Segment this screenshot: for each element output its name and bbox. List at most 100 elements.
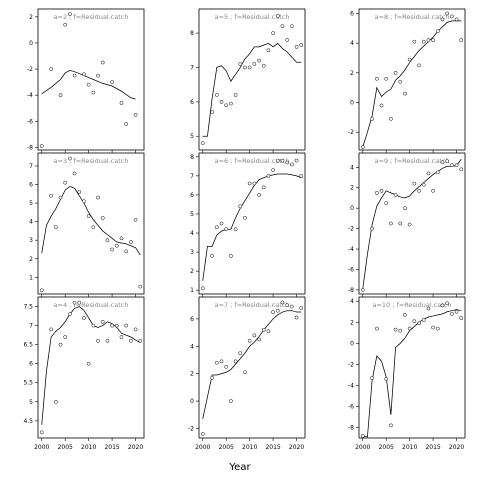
panel-3-point (119, 335, 124, 339)
panel-4-point (285, 38, 290, 42)
panel-8-point (389, 221, 393, 226)
panel-5-point (294, 158, 299, 163)
panel-9-ytick-label: 4 (350, 298, 354, 305)
panel-7-ytick-label: 2 (350, 70, 354, 77)
panel-2-frame (37, 152, 145, 295)
panel-6-point (261, 328, 266, 332)
panel-9-point (370, 376, 374, 380)
panel-9-point (360, 434, 365, 438)
panel-5-frame (198, 152, 306, 295)
panel-2-point (82, 199, 86, 204)
panel-3-point (77, 300, 82, 305)
panel-5-point (214, 225, 219, 230)
panel-2-point (138, 284, 143, 289)
panel-6-point (280, 300, 285, 305)
panel-3-point (105, 338, 110, 343)
panel-2-point (96, 195, 100, 200)
panel-7-point (412, 39, 417, 44)
panel-6-point (224, 364, 229, 369)
panel-1-point (110, 80, 114, 84)
panel-1-point (68, 12, 72, 17)
panel-9-point (407, 326, 412, 331)
panel-3-point (129, 338, 133, 343)
panel-4-point (200, 141, 205, 145)
panel-4-point (233, 93, 238, 97)
panel-2-ytick-label: 5 (29, 200, 33, 207)
panel-1-point (119, 101, 124, 105)
panel-1-ytick-label: -8 (27, 144, 33, 151)
panel-2-point (100, 216, 105, 220)
panel-5-point (229, 254, 233, 258)
panel-7-point (435, 29, 440, 34)
panel-7-point (384, 76, 389, 81)
panel-6-point (200, 432, 205, 436)
panel-5-point (275, 158, 280, 163)
panel-2-title: a=3 ; f=Residual.catch (54, 157, 129, 165)
panel-5-point (224, 227, 229, 232)
panel-3-ytick-label: 7.5 (23, 304, 33, 311)
panel-2-point (53, 225, 58, 230)
panel-1-point (86, 82, 91, 87)
panel-2-point (68, 156, 72, 161)
panel-3-point (91, 323, 96, 328)
panel-8-ytick-label: -8 (348, 287, 354, 294)
panel-2-point (49, 193, 53, 198)
panel-8-point (384, 201, 389, 205)
panel-5-point (233, 227, 238, 232)
panel-5-point (280, 158, 285, 163)
panel-1-point (100, 60, 105, 65)
panel-8-point (421, 182, 426, 187)
panel-9-point (403, 313, 407, 317)
panel-9-ytick-label: -4 (348, 382, 354, 389)
panel-4-point (214, 93, 219, 97)
panel-4-point (275, 14, 280, 18)
panel-1-point (91, 90, 96, 95)
panel-2-point (129, 240, 133, 244)
panel-4-point (229, 101, 233, 106)
panel-4-point (266, 48, 271, 53)
panel-6-xtick-label: 2005 (219, 444, 234, 451)
panel-6-xtick-label: 2015 (265, 444, 280, 451)
panel-7-title: a=8 ; f=Residual.catch (375, 13, 450, 21)
panel-1-point (49, 67, 53, 71)
panel-5-ytick-label: 5 (190, 211, 194, 218)
panel-3-point (53, 399, 58, 404)
panel-3-point (133, 327, 138, 332)
panel-7-point (421, 39, 426, 44)
panel-2-point (114, 243, 119, 248)
panel-5-title: a=6 ; f=Residual.catch (215, 157, 290, 165)
panel-7-ytick-label: 4 (350, 40, 354, 47)
panel-3-ytick-label: 4.5 (23, 418, 33, 425)
panel-8-point (435, 170, 440, 175)
panel-3-point (72, 300, 77, 305)
panel-1-ytick-label: -4 (27, 92, 33, 99)
panel-7-frame (358, 8, 466, 151)
panel-1-point (72, 73, 77, 78)
panel-8-point (445, 159, 450, 164)
panel-9-frame (358, 296, 466, 439)
panel-8-ytick-label: 2 (350, 185, 354, 192)
panel-6-point (243, 370, 247, 375)
panel-8-point (450, 163, 454, 168)
panel-2-point (72, 171, 77, 176)
panel-8-fit-line (362, 158, 462, 289)
panel-5-point (252, 181, 257, 186)
panel-4-point (257, 58, 261, 63)
panel-8-point (417, 188, 421, 193)
panel-8-point (454, 163, 459, 168)
panel-3-point (124, 323, 129, 328)
panel-8-point (440, 160, 445, 165)
panel-3-point (100, 319, 105, 324)
panel-6-title: a=7 ; f=Residual.catch (215, 301, 290, 309)
panel-4-point (243, 65, 247, 70)
panel-8-ytick-label: -2 (348, 226, 354, 233)
panel-6-point (271, 310, 275, 314)
panel-4-point (299, 43, 304, 47)
panel-2-point (119, 236, 124, 241)
panel-5-ytick-label: 6 (190, 192, 194, 199)
panel-6-point (229, 399, 233, 403)
panel-6-point (247, 338, 252, 343)
panel-5-point (271, 168, 275, 172)
panel-7-fit-line (362, 20, 462, 148)
panel-8-point (407, 222, 412, 227)
